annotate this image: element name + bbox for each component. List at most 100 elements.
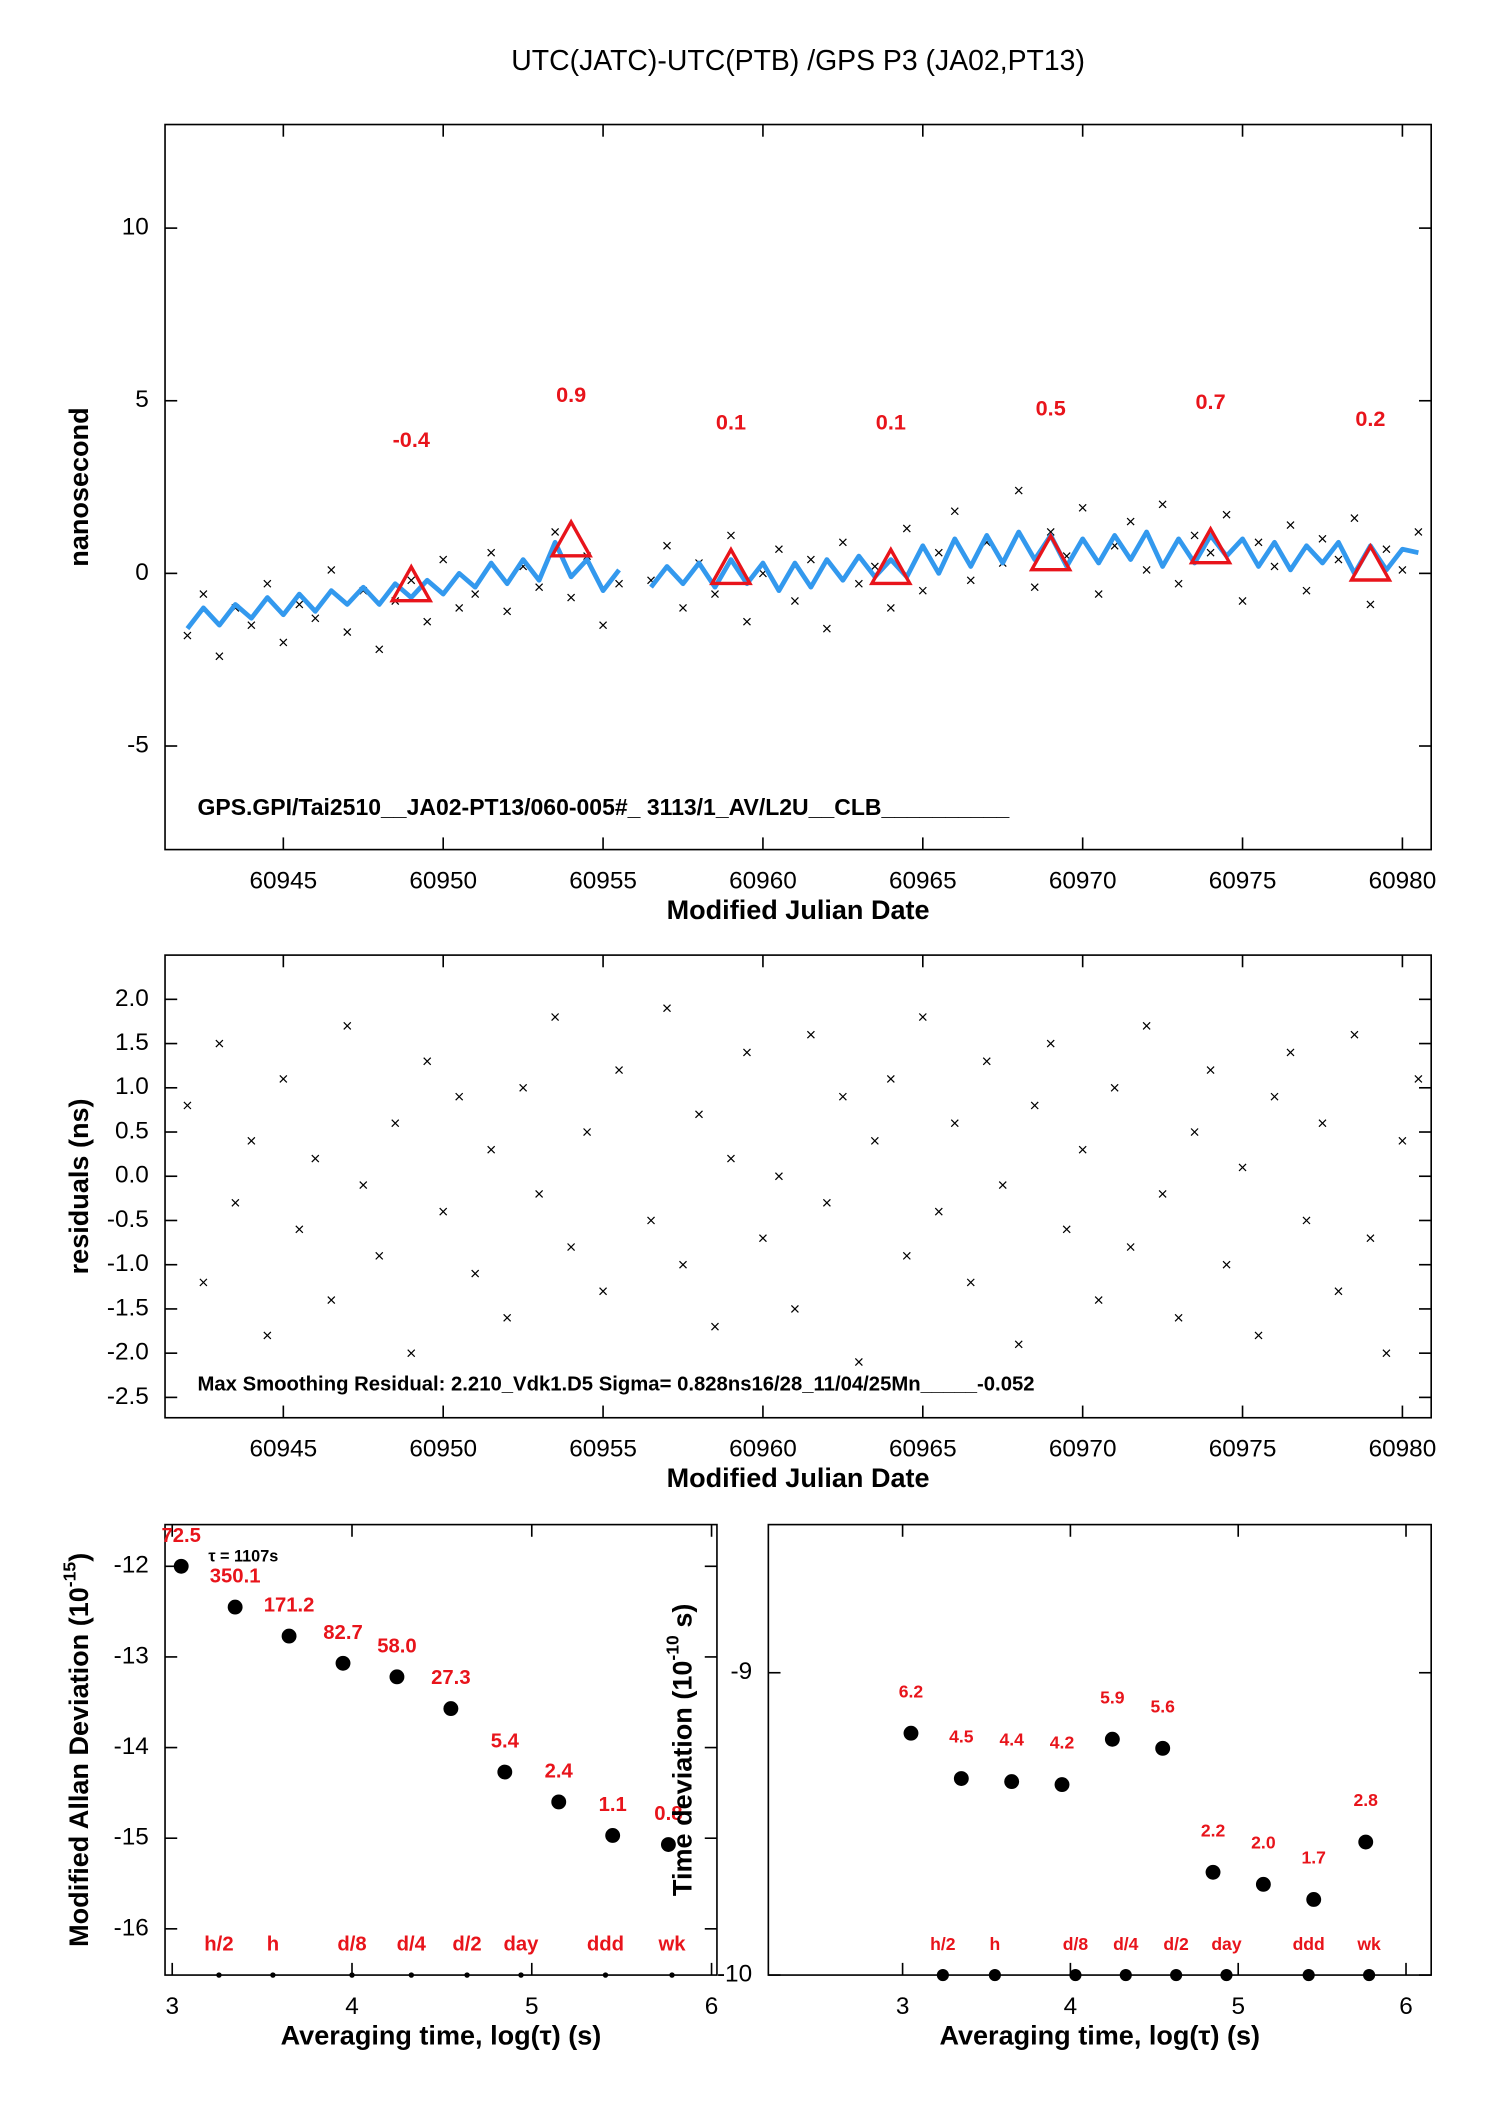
scatter-point <box>1382 1349 1391 1358</box>
scatter-point <box>1334 555 1343 564</box>
scatter-point <box>1094 590 1103 599</box>
y-tick-label: 1.5 <box>115 1029 149 1056</box>
scatter-point <box>535 1189 544 1198</box>
scatter-point <box>727 531 735 540</box>
scatter-point <box>679 603 687 612</box>
scatter-point <box>407 576 416 585</box>
scatter-point <box>1270 1092 1279 1101</box>
scatter-point <box>838 1092 847 1101</box>
scatter-point <box>311 1154 320 1163</box>
point-label: 6.2 <box>899 1681 924 1701</box>
data-point <box>227 1599 243 1615</box>
time-marker-label: d/2 <box>452 1934 481 1956</box>
scatter-point <box>1222 1260 1231 1269</box>
x-tick-label: 60960 <box>729 1436 797 1463</box>
scatter-point <box>359 1181 368 1190</box>
time-marker <box>1119 1968 1132 1982</box>
x-axis-label: Averaging time, log(τ) (s) <box>939 2020 1260 2050</box>
time-marker <box>1363 1968 1376 1982</box>
point-label: 2.2 <box>1201 1820 1226 1840</box>
y-tick-label: -14 <box>114 1733 149 1760</box>
scatter-point <box>1078 1145 1087 1154</box>
time-marker <box>518 1972 524 1978</box>
time-marker-label: d/8 <box>337 1934 366 1956</box>
scatter-point <box>295 1225 304 1234</box>
scatter-point <box>1350 514 1359 523</box>
scatter-point <box>263 1331 272 1340</box>
scatter-point <box>503 1313 512 1322</box>
scatter-point <box>247 621 256 630</box>
point-label: 2.8 <box>1354 1790 1379 1810</box>
x-tick-label: 3 <box>165 1993 179 2020</box>
x-tick-label: 60955 <box>569 1436 637 1463</box>
scatter-point <box>1382 545 1391 554</box>
scatter-point <box>854 1358 863 1366</box>
scatter-point <box>551 1013 560 1021</box>
time-marker <box>1170 1968 1183 1982</box>
scatter-point <box>471 1269 480 1278</box>
scatter-point <box>279 638 288 647</box>
data-point <box>335 1655 351 1671</box>
y-tick-label: -10 <box>717 1960 752 1987</box>
y-axis-label-text: Modified Allan Deviation (10 <box>64 1587 94 1947</box>
scatter-point <box>1094 1296 1103 1305</box>
y-axis-label: residuals (ns) <box>64 1098 94 1274</box>
scatter-point <box>1238 1163 1247 1172</box>
scatter-point <box>1414 1074 1423 1083</box>
scatter-point <box>870 562 879 571</box>
chart-panel: 3 4 5 6 -10 -9 Averaging time, log(τ) (s) Time … <box>662 1523 1432 2050</box>
data-point <box>389 1669 405 1685</box>
scatter-point <box>1030 1101 1039 1110</box>
scatter-point <box>1126 517 1135 526</box>
data-point <box>497 1764 513 1780</box>
scatter-point <box>439 555 448 564</box>
y-axis-label-sup: -15 <box>59 1562 79 1588</box>
time-marker <box>669 1972 675 1978</box>
scatter-point <box>487 1145 496 1154</box>
triangle-label: 0.1 <box>876 410 906 435</box>
triangle-marker <box>1348 542 1393 582</box>
scatter-point <box>886 603 895 612</box>
scatter-point <box>327 1296 336 1305</box>
y-axis-label: Time deviation (10-10 s) <box>662 1604 697 1896</box>
scatter-point <box>1286 521 1295 529</box>
y-tick-label: 10 <box>122 214 149 241</box>
x-tick-label: 60970 <box>1049 1436 1117 1463</box>
scatter-point <box>375 1251 384 1260</box>
time-marker <box>464 1972 470 1978</box>
scatter-point <box>1190 1128 1199 1136</box>
data-point <box>903 1725 919 1741</box>
time-marker-label: d/8 <box>1063 1934 1089 1954</box>
scatter-point <box>1174 579 1183 588</box>
scatter-point <box>1334 1287 1343 1296</box>
time-marker-label: d/4 <box>1113 1934 1139 1954</box>
scatter-point <box>583 1128 592 1136</box>
point-label: 2.4 <box>545 1761 574 1783</box>
scatter-point <box>950 1119 959 1128</box>
chart-panel: 60945 60950 60955 60960 60965 60970 60975 60980… <box>64 123 1437 925</box>
scatter-point <box>423 617 432 626</box>
scatter-point <box>455 603 464 612</box>
scatter-point <box>822 1198 831 1207</box>
scatter-point <box>966 1278 975 1287</box>
y-axis-label: nanosecond <box>64 407 94 566</box>
scatter-point <box>599 621 608 630</box>
scatter-point <box>1318 1119 1327 1128</box>
annotation: τ = 1107s <box>208 1547 278 1565</box>
triangle-marker <box>869 546 913 586</box>
point-label: 72.5 <box>161 1525 200 1547</box>
scatter-point <box>1286 1048 1295 1057</box>
scatter-point <box>998 1181 1007 1190</box>
scatter-point <box>1190 531 1199 540</box>
plot-frame <box>164 1523 718 1976</box>
time-marker <box>988 1968 1001 1982</box>
data-point <box>551 1794 567 1810</box>
y-axis-label-sup: -10 <box>662 1635 682 1661</box>
scatter-point <box>1174 1313 1183 1322</box>
x-tick-label: 60950 <box>409 867 477 894</box>
x-tick-label: 60980 <box>1369 867 1437 894</box>
chart-title: UTC(JATC)-UTC(PTB) /GPS P3 (JA02,PT13) <box>511 45 1085 77</box>
x-tick-label: 6 <box>1399 1993 1413 2020</box>
scatter-point <box>743 617 751 626</box>
